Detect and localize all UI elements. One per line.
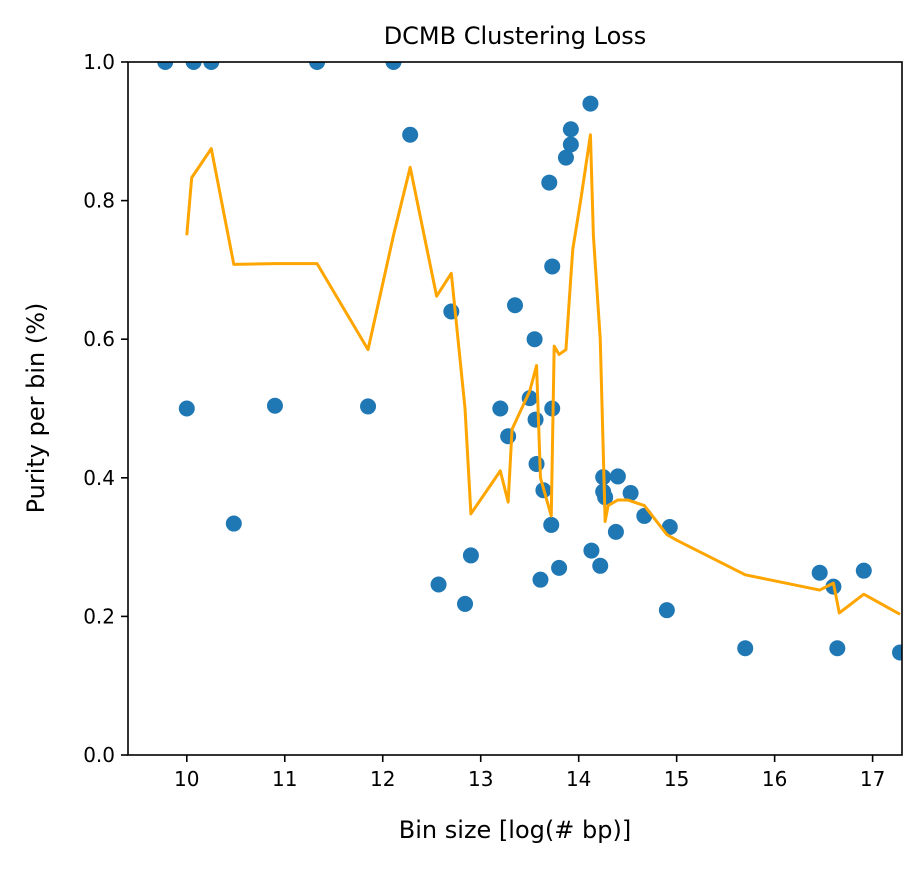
data-point-19 <box>527 411 544 428</box>
data-point-31 <box>582 95 599 112</box>
data-point-29 <box>562 121 579 138</box>
data-point-12 <box>457 595 474 612</box>
data-point-3 <box>203 62 220 70</box>
data-point-8 <box>385 62 402 70</box>
data-point-5 <box>266 397 283 414</box>
x-axis-label: Bin size [log(# bp)] <box>399 816 631 844</box>
y-tick-label-2: 0.4 <box>83 466 115 490</box>
data-point-38 <box>609 468 626 485</box>
data-point-21 <box>532 571 549 588</box>
data-point-32 <box>583 542 600 559</box>
x-tick-label-13: 13 <box>468 767 493 791</box>
data-point-0 <box>157 62 174 70</box>
data-point-1 <box>178 400 195 417</box>
data-point-33 <box>592 557 609 574</box>
data-point-48 <box>892 644 902 661</box>
x-tick-label-10: 10 <box>174 767 199 791</box>
data-point-43 <box>737 640 754 657</box>
data-point-18 <box>526 331 543 348</box>
data-point-10 <box>430 576 447 593</box>
data-point-41 <box>658 602 675 619</box>
data-point-15 <box>500 428 517 445</box>
data-point-4 <box>225 515 242 532</box>
x-tick-label-12: 12 <box>370 767 395 791</box>
y-tick-label-5: 1.0 <box>83 50 115 74</box>
data-point-47 <box>855 562 872 579</box>
data-point-23 <box>541 174 558 191</box>
data-point-7 <box>360 398 377 415</box>
data-point-14 <box>492 400 509 417</box>
data-point-39 <box>622 485 639 502</box>
data-point-24 <box>543 516 560 533</box>
plot-area <box>157 62 902 661</box>
data-point-37 <box>607 523 624 540</box>
data-point-6 <box>309 62 326 70</box>
axes: 10 11 12 13 14 15 16 17 0.0 0.2 0.4 0.6 0.8 1.0 <box>83 50 903 791</box>
y-axis-label: Purity per bin (%) <box>22 303 50 514</box>
data-point-20 <box>528 455 545 472</box>
x-tick-label-17: 17 <box>860 767 885 791</box>
y-tick-label-4: 0.8 <box>83 189 115 213</box>
y-tick-label-0: 0.0 <box>83 743 115 767</box>
y-tick-label-1: 0.2 <box>83 604 115 628</box>
trend-line <box>185 133 901 616</box>
data-point-27 <box>551 559 568 576</box>
data-point-9 <box>402 126 419 143</box>
x-tick-label-15: 15 <box>664 767 689 791</box>
data-point-44 <box>811 564 828 581</box>
x-tick-label-11: 11 <box>272 767 297 791</box>
data-point-30 <box>562 136 579 153</box>
x-tick-label-16: 16 <box>762 767 787 791</box>
data-point-46 <box>829 640 846 657</box>
y-tick-label-3: 0.6 <box>83 327 115 351</box>
chart-title: DCMB Clustering Loss <box>384 22 647 50</box>
data-point-13 <box>462 547 479 564</box>
x-tick-label-14: 14 <box>566 767 591 791</box>
data-point-28 <box>557 149 574 166</box>
data-point-2 <box>185 62 202 70</box>
data-point-16 <box>507 297 523 314</box>
data-point-25 <box>544 258 561 275</box>
axes-frame <box>127 61 903 756</box>
